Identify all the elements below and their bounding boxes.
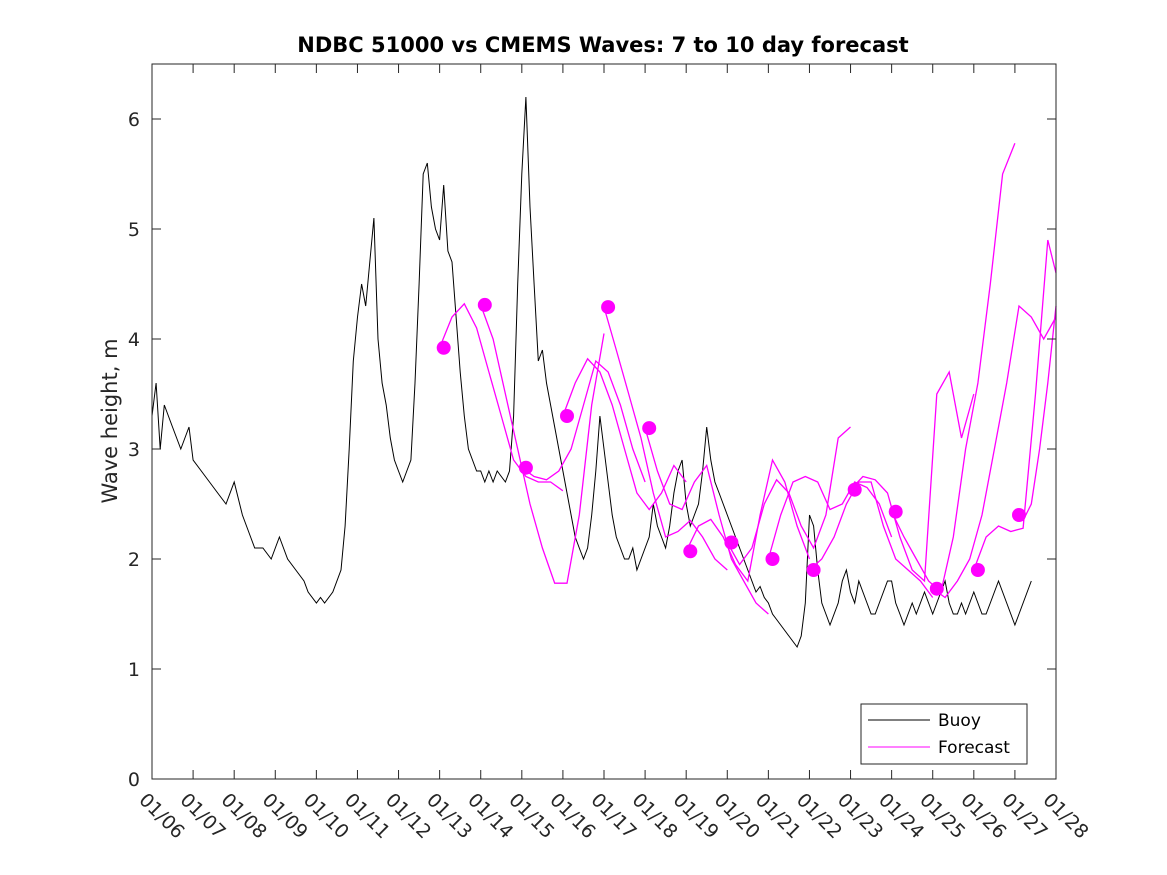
forecast-run-line — [438, 302, 564, 492]
y-tick-label: 3 — [128, 439, 140, 461]
x-tick-label: 01/28 — [1038, 789, 1092, 843]
x-tick-label: 01/19 — [669, 789, 723, 843]
forecast-marker — [1012, 508, 1026, 522]
forecast-marker — [436, 340, 451, 355]
series-layer — [151, 96, 1057, 649]
legend-box — [860, 703, 1028, 765]
legend-forecast-label: Forecast — [938, 738, 1010, 758]
x-tick-label: 01/23 — [833, 789, 887, 843]
x-tick-label: 01/27 — [997, 789, 1051, 843]
forecast-marker — [642, 421, 657, 436]
forecast-run-line — [850, 370, 975, 583]
forecast-marker — [601, 300, 616, 315]
forecast-run-line — [521, 359, 646, 483]
legend: Buoy Forecast — [860, 703, 1028, 765]
x-tick-label: 01/21 — [751, 789, 805, 843]
x-tick-label: 01/13 — [422, 789, 476, 843]
x-tick-label: 01/10 — [299, 789, 353, 843]
forecast-run-line — [562, 357, 687, 511]
forecast-run-line — [932, 304, 1057, 599]
forecast-marker — [560, 409, 574, 423]
x-tick-label: 01/25 — [915, 789, 969, 843]
legend-buoy-label: Buoy — [938, 711, 981, 731]
y-tick-label: 0 — [128, 769, 140, 791]
x-tick-label: 01/16 — [545, 789, 599, 843]
x-tick-label: 01/12 — [381, 789, 435, 843]
forecast-run-line — [809, 481, 934, 598]
forecast-marker — [806, 563, 821, 577]
forecast-run-line — [603, 306, 728, 571]
x-tick-label: 01/20 — [710, 789, 764, 843]
x-tick-label: 01/09 — [258, 789, 312, 843]
forecast-marker — [683, 544, 698, 559]
x-tick-label: 01/08 — [217, 789, 271, 843]
x-tick-label: 01/11 — [340, 789, 394, 843]
forecast-marker — [477, 297, 492, 312]
chart-title: NDBC 51000 vs CMEMS Waves: 7 to 10 day f… — [297, 33, 908, 57]
forecast-marker — [724, 535, 739, 550]
y-tick-label: 2 — [128, 549, 140, 571]
forecast-marker — [929, 581, 944, 596]
x-tick-label: 01/22 — [792, 789, 846, 843]
forecast-run-line — [685, 458, 811, 583]
y-tick-label: 6 — [128, 109, 140, 131]
buoy-series-line — [151, 96, 1032, 649]
y-axis-label: Wave height, m — [98, 338, 122, 503]
x-tick-label: 01/14 — [463, 789, 517, 843]
y-tick-label: 4 — [128, 329, 140, 351]
forecast-marker — [970, 563, 985, 577]
x-tick-label: 01/24 — [874, 789, 928, 843]
forecast-marker — [518, 460, 533, 475]
x-tick-label: 01/17 — [586, 789, 640, 843]
plot-area — [152, 64, 1056, 779]
x-tick-label: 01/18 — [628, 789, 682, 843]
x-tick-label: 01/15 — [504, 789, 558, 843]
forecast-run-line — [973, 239, 1057, 571]
forecast-marker — [888, 504, 903, 519]
forecast-run-line — [480, 304, 605, 584]
forecast-marker — [847, 482, 862, 497]
x-tick-label: 01/07 — [176, 789, 230, 843]
forecast-run-line — [891, 142, 1016, 594]
y-tick-label: 1 — [128, 659, 140, 681]
forecast-run-line — [644, 427, 769, 615]
forecast-marker — [765, 552, 780, 566]
forecast-run-line — [767, 475, 893, 560]
x-tick-label: 01/06 — [134, 789, 188, 843]
y-tick-label: 5 — [128, 219, 140, 241]
x-tick-label: 01/26 — [956, 789, 1010, 843]
